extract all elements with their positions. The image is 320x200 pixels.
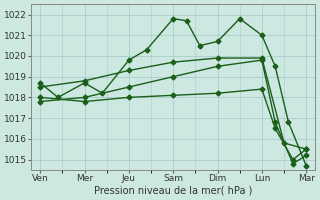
X-axis label: Pression niveau de la mer( hPa ): Pression niveau de la mer( hPa ) [94, 186, 252, 196]
